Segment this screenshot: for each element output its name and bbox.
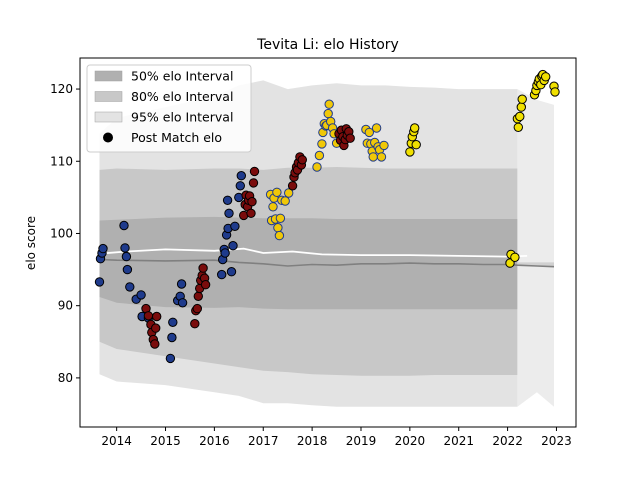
x-tick-label: 2015 — [150, 434, 181, 448]
data-point — [379, 140, 389, 151]
legend-marker — [103, 132, 113, 143]
y-tick-label: 90 — [58, 299, 73, 313]
data-point — [198, 263, 208, 273]
data-point — [167, 332, 177, 343]
data-point — [236, 171, 247, 181]
x-tick-label: 2016 — [199, 434, 230, 448]
data-point — [371, 123, 382, 133]
data-point — [411, 140, 421, 150]
data-point — [190, 319, 200, 329]
data-point — [150, 339, 160, 349]
chart-title: Tevita Li: elo History — [256, 37, 399, 53]
data-point — [94, 277, 105, 287]
data-point — [513, 122, 523, 133]
data-point — [284, 188, 294, 198]
data-point — [541, 72, 551, 82]
data-point — [220, 248, 230, 258]
data-point — [122, 264, 133, 275]
legend-swatch — [94, 111, 123, 123]
x-tick-label: 2022 — [492, 434, 523, 448]
data-point — [249, 166, 260, 177]
data-point — [268, 202, 278, 212]
data-point — [151, 323, 161, 333]
band-95-tail — [517, 89, 554, 407]
data-point — [515, 111, 525, 122]
data-point — [274, 230, 285, 241]
data-point — [376, 152, 387, 162]
data-point — [246, 208, 256, 219]
data-point — [228, 241, 238, 251]
x-tick-label: 2023 — [541, 434, 572, 448]
data-point — [405, 147, 415, 157]
data-point — [193, 291, 204, 301]
data-point — [324, 99, 334, 109]
data-point — [516, 102, 526, 112]
data-point — [273, 223, 283, 233]
y-axis-label: elo score — [24, 216, 38, 270]
data-point — [98, 243, 108, 254]
x-tick-label: 2014 — [101, 434, 132, 448]
plot-area — [94, 69, 560, 407]
data-point — [152, 311, 162, 322]
data-point — [125, 282, 135, 292]
data-point — [323, 108, 333, 119]
legend-label: Post Match elo — [131, 130, 222, 145]
data-point — [368, 152, 378, 162]
data-point — [224, 208, 234, 219]
data-point — [226, 267, 237, 277]
y-tick-label: 120 — [50, 82, 73, 96]
data-point — [510, 252, 520, 262]
data-point — [248, 178, 259, 188]
legend-label: 95% elo Interval — [131, 110, 233, 125]
data-point — [176, 279, 187, 289]
data-point — [517, 94, 527, 104]
legend-label: 50% elo Interval — [131, 69, 233, 84]
data-point — [345, 133, 355, 143]
legend-label: 80% elo Interval — [131, 89, 233, 104]
data-point — [119, 220, 129, 231]
y-tick-label: 80 — [58, 371, 73, 385]
data-point — [222, 195, 233, 206]
x-tick-label: 2019 — [346, 434, 377, 448]
x-axis-ticks: 2014 2015 2016 2017 2018 2019 2020 2021 2022 2023 — [101, 427, 572, 448]
data-point — [230, 221, 240, 232]
x-tick-label: 2020 — [395, 434, 426, 448]
data-point — [317, 139, 327, 149]
data-point — [192, 303, 203, 314]
x-tick-label: 2017 — [248, 434, 279, 448]
data-point — [121, 251, 132, 262]
plot-frame — [79, 57, 577, 428]
legend: 50% elo Interval 80% elo Interval 95% elo … — [86, 64, 252, 153]
data-point — [364, 127, 374, 138]
data-point — [275, 213, 286, 224]
data-point — [165, 353, 176, 364]
data-point — [136, 290, 146, 300]
white-line — [99, 247, 528, 258]
legend-swatch — [94, 91, 123, 102]
data-point — [287, 181, 298, 191]
x-tick-label: 2021 — [443, 434, 474, 448]
data-point — [217, 269, 227, 280]
y-tick-label: 110 — [50, 154, 73, 168]
data-point — [120, 243, 130, 253]
data-point — [177, 298, 188, 308]
data-point — [280, 196, 290, 206]
y-axis-ticks: 80 90 100 110 120 — [50, 82, 80, 385]
data-point — [314, 150, 325, 161]
data-point — [410, 123, 420, 133]
data-point — [247, 197, 257, 207]
y-tick-label: 100 — [50, 226, 73, 240]
data-point — [297, 155, 307, 165]
data-point — [168, 317, 178, 327]
data-point — [200, 280, 211, 290]
data-point — [550, 87, 560, 97]
x-tick-label: 2018 — [297, 434, 328, 448]
legend-box — [86, 64, 252, 153]
legend-swatch — [94, 70, 123, 82]
data-point — [235, 181, 246, 191]
data-point — [272, 187, 282, 198]
data-point — [312, 162, 322, 172]
data-point — [143, 311, 154, 321]
